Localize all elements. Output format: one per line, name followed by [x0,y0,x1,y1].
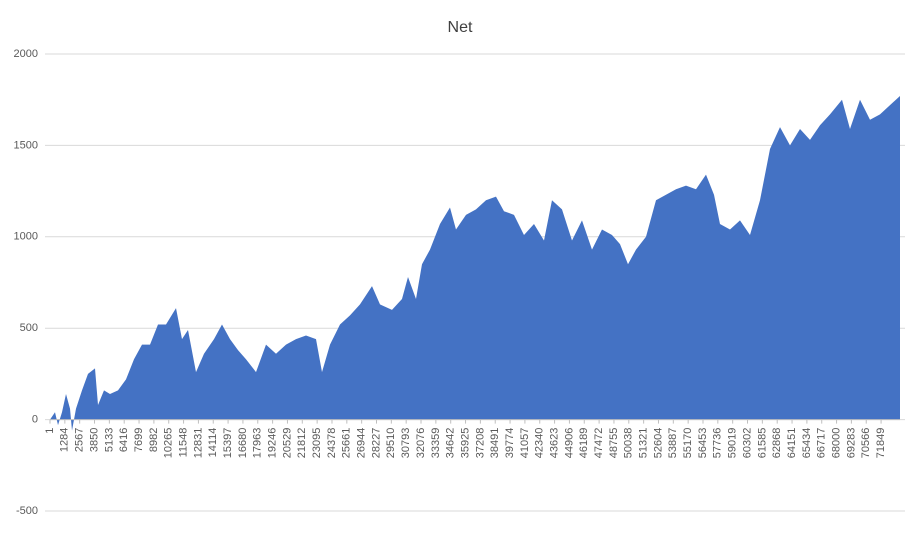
area [50,96,900,431]
x-tick-label: 56453 [697,428,709,459]
x-tick-label: 12831 [192,428,204,459]
x-tick-label: 51321 [638,428,650,459]
x-tick-label: 24378 [326,428,338,459]
x-tick-label: 42340 [534,428,546,459]
x-tick-label: 20529 [281,428,293,459]
x-tick-label: 5133 [103,428,115,452]
x-tick-label: 53887 [667,428,679,459]
x-tick-label: 37208 [474,428,486,459]
x-tick-label: 21812 [296,428,308,459]
chart-title: Net [448,19,473,36]
x-tick-label: 30793 [400,428,412,459]
x-tick-label: 2567 [74,428,86,452]
x-tick-label: 3850 [88,428,100,452]
x-tick-label: 25661 [341,428,353,459]
x-tick-label: 43623 [548,428,560,459]
x-tick-label: 38491 [489,428,501,459]
x-tick-label: 71849 [875,428,887,459]
x-tick-label: 1284 [59,428,71,452]
x-tick-label: 32076 [415,428,427,459]
x-tick-label: 10265 [163,428,175,459]
x-tick-label: 33359 [430,428,442,459]
y-tick-label: 1500 [14,139,38,151]
y-tick-label: -500 [16,505,38,517]
x-tick-label: 35925 [459,428,471,459]
x-tick-label: 23095 [311,428,323,459]
x-tick-label: 70566 [860,428,872,459]
x-tick-label: 50038 [623,428,635,459]
y-tick-label: 1000 [14,231,38,243]
x-tick-label: 1 [44,428,56,434]
y-tick-label: 2000 [14,48,38,60]
x-tick-label: 28227 [370,428,382,459]
x-tick-label: 34642 [445,428,457,459]
x-tick-label: 6416 [118,428,130,452]
x-tick-label: 16680 [237,428,249,459]
x-tick-label: 19246 [267,428,279,459]
x-tick-label: 61585 [756,428,768,459]
x-tick-label: 55170 [682,428,694,459]
x-tick-label: 44906 [563,428,575,459]
x-tick-label: 52604 [652,428,664,459]
x-tick-label: 17963 [252,428,264,459]
y-tick-label: 500 [20,322,38,334]
x-tick-label: 29510 [385,428,397,459]
x-tick-label: 68000 [830,428,842,459]
x-tick-label: 7699 [133,428,145,452]
x-tick-label: 47472 [593,428,605,459]
x-tick-label: 69283 [845,428,857,459]
x-tick-label: 41057 [519,428,531,459]
x-tick-label: 60302 [741,428,753,459]
x-tick-label: 46189 [578,428,590,459]
x-tick-label: 65434 [801,428,813,459]
y-tick-label: 0 [32,414,38,426]
x-tick-label: 26944 [356,428,368,459]
x-tick-label: 48755 [608,428,620,459]
x-tick-label: 66717 [816,428,828,459]
x-tick-label: 59019 [727,428,739,459]
x-tick-label: 11548 [177,428,189,458]
x-tick-label: 64151 [786,428,798,459]
x-tick-label: 15397 [222,428,234,459]
x-tick-label: 39774 [504,428,516,459]
x-tick-label: 14114 [207,428,219,458]
x-tick-label: 57736 [712,428,724,459]
x-tick-label: 62868 [771,428,783,459]
x-tick-label: 8982 [148,428,160,452]
